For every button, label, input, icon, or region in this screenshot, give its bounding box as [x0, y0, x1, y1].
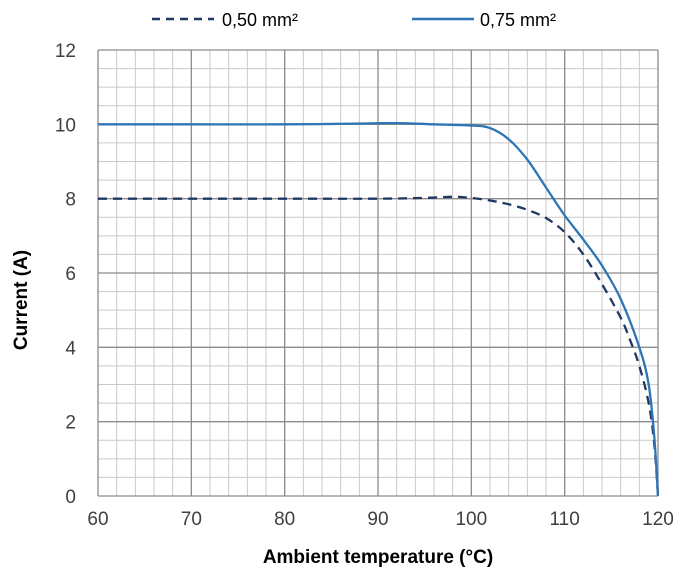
y-tick-label: 8: [65, 190, 76, 211]
x-tick-label: 90: [367, 509, 388, 530]
series-layer: [98, 121, 660, 497]
x-axis-title: Ambient temperature (°C): [263, 547, 493, 568]
y-tick-label: 4: [65, 338, 76, 359]
y-tick-label: 12: [55, 41, 76, 62]
tick-labels: 60 70 80 90 100 110 120 0 2 4 6 8 10 12: [55, 41, 674, 530]
x-tick-label: 100: [455, 509, 487, 530]
x-tick-label: 80: [274, 509, 295, 530]
y-tick-label: 10: [55, 115, 76, 136]
x-tick-label: 120: [642, 509, 674, 530]
y-tick-label: 2: [65, 413, 76, 434]
legend-label-0-75: 0,75 mm²: [480, 10, 556, 30]
x-tick-label: 60: [87, 509, 108, 530]
major-gridlines: [97, 49, 659, 497]
series-line-0: [98, 195, 660, 497]
legend: 0,50 mm² 0,75 mm²: [152, 10, 556, 30]
x-tick-label: 110: [550, 509, 580, 530]
y-tick-label: 0: [65, 487, 76, 508]
y-tick-label: 6: [65, 264, 76, 285]
x-tick-label: 70: [181, 509, 202, 530]
y-axis-title: Current (A): [11, 250, 32, 350]
series-line-1: [98, 121, 660, 497]
legend-label-0-50: 0,50 mm²: [222, 10, 298, 30]
